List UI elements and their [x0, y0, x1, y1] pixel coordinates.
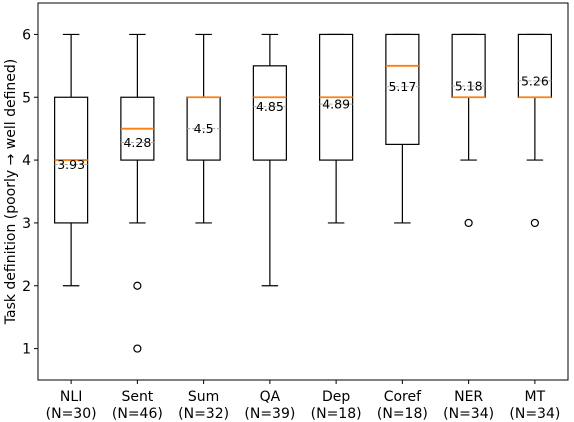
- y-axis-label: Task definition (poorly → well defined): [3, 59, 19, 326]
- mean-label: 3.93: [57, 157, 85, 172]
- box-qa: 4.85: [252, 33, 287, 287]
- box-sum: 4.5: [186, 33, 221, 224]
- category-label: NER: [454, 389, 483, 405]
- mean-label: 4.5: [194, 121, 214, 136]
- outlier-point: [133, 344, 142, 353]
- plot-frame: [37, 2, 569, 381]
- iqr-box: [385, 33, 420, 145]
- mean-label: 4.28: [123, 135, 151, 150]
- y-tick-label: 2: [22, 279, 31, 295]
- y-tick-label: 1: [22, 342, 31, 358]
- box-sent: 4.28: [120, 33, 155, 353]
- mean-label: 4.85: [256, 99, 284, 114]
- category-label: QA: [260, 389, 281, 405]
- outlier-point: [530, 218, 539, 228]
- outlier-point: [133, 281, 142, 290]
- mean-label: 4.89: [322, 97, 350, 112]
- iqr-box: [252, 65, 287, 161]
- category-label: MT: [525, 389, 546, 405]
- category-count-label: (N=46): [112, 406, 163, 422]
- boxes-layer: 3.93 4.28 4.5 4.85 4.89 5.17 5.18 5.26: [54, 33, 552, 353]
- category-label: Coref: [384, 389, 422, 405]
- box-nli: 3.93: [54, 33, 89, 287]
- box-coref: 5.17: [385, 33, 420, 224]
- y-tick-label: 5: [22, 90, 31, 106]
- category-count-label: (N=18): [377, 406, 428, 422]
- y-tick-label: 3: [22, 216, 31, 232]
- category-count-label: (N=34): [443, 406, 494, 422]
- box-dep: 4.89: [319, 33, 354, 224]
- box-ner: 5.18: [451, 33, 486, 228]
- category-label: Sent: [121, 389, 153, 405]
- mean-label: 5.17: [388, 79, 416, 94]
- outlier-point: [464, 218, 473, 228]
- category-count-label: (N=18): [311, 406, 362, 422]
- y-axis-ticks: 1 2 3 4 5 6: [22, 27, 38, 358]
- category-count-label: (N=32): [178, 406, 229, 422]
- category-count-label: (N=30): [46, 406, 97, 422]
- category-count-label: (N=39): [244, 406, 295, 422]
- category-label: NLI: [60, 389, 82, 405]
- category-label: Sum: [188, 389, 219, 405]
- category-count-label: (N=34): [509, 406, 560, 422]
- mean-label: 5.26: [521, 73, 549, 88]
- category-label: Dep: [322, 389, 350, 405]
- box-mt: 5.26: [517, 33, 552, 228]
- mean-label: 5.18: [455, 78, 483, 93]
- x-axis-categories: NLI(N=30)Sent(N=46)Sum(N=32)QA(N=39)Dep(…: [46, 380, 560, 422]
- y-tick-label: 6: [22, 27, 31, 43]
- y-tick-label: 4: [22, 153, 31, 169]
